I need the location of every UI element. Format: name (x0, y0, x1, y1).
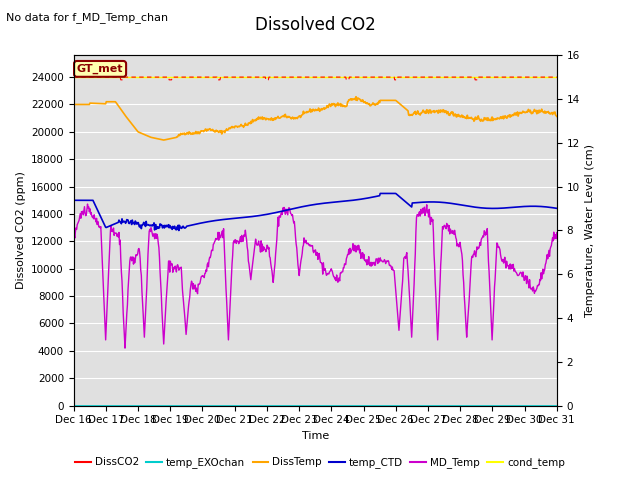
Legend: DissCO2, temp_EXOchan, DissTemp, temp_CTD, MD_Temp, cond_temp: DissCO2, temp_EXOchan, DissTemp, temp_CT… (71, 453, 569, 472)
Text: No data for f_MD_Temp_chan: No data for f_MD_Temp_chan (6, 12, 168, 23)
Y-axis label: Dissolved CO2 (ppm): Dissolved CO2 (ppm) (15, 171, 26, 289)
Text: GT_met: GT_met (77, 64, 124, 74)
Y-axis label: Temperature, Water Level (cm): Temperature, Water Level (cm) (586, 144, 595, 317)
Title: Dissolved CO2: Dissolved CO2 (255, 16, 376, 34)
X-axis label: Time: Time (301, 431, 329, 441)
